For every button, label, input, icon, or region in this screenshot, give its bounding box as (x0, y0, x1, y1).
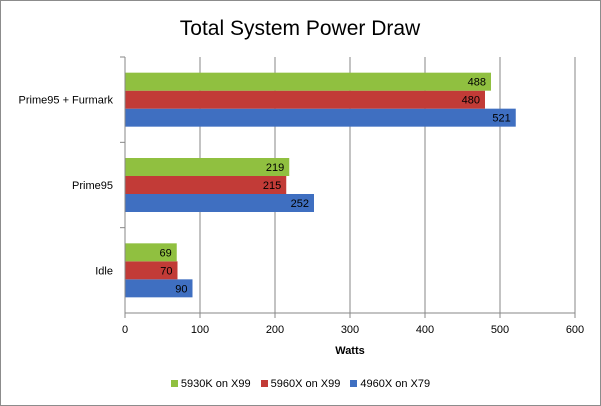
bar-value-label: 480 (462, 95, 480, 107)
x-tick-label: 600 (566, 324, 584, 336)
legend-label: 5960X on X99 (270, 378, 341, 391)
bar-value-label: 521 (492, 113, 510, 125)
bar-value-label: 90 (175, 283, 187, 295)
bar-value-label: 219 (266, 162, 284, 174)
bar-value-label: 69 (160, 247, 172, 259)
category-label: Idle (95, 265, 113, 277)
x-tick-label: 200 (266, 324, 284, 336)
legend-label: 5930K on X99 (180, 378, 251, 391)
legend-item: 4960X on X79 (350, 378, 430, 390)
bar-value-label: 70 (160, 265, 172, 277)
bar (125, 72, 491, 91)
x-tick-label: 400 (416, 324, 434, 336)
legend: 5930K on X99 5960X on X99 4960X on X79 (1, 378, 600, 390)
category-label: Prime95 (72, 180, 113, 192)
bar (125, 194, 314, 212)
bar-value-label: 488 (468, 77, 486, 89)
bar-value-label: 252 (291, 198, 309, 210)
bar (125, 261, 178, 280)
bar (125, 158, 290, 176)
category-label: Prime95 + Furmark (19, 95, 114, 107)
legend-item: 5930K on X99 (170, 378, 251, 391)
x-tick-label: 0 (122, 324, 128, 336)
bar (125, 108, 516, 127)
x-tick-label: 300 (341, 324, 359, 336)
x-tick-label: 100 (191, 324, 209, 336)
legend-swatch (260, 379, 268, 387)
bar (125, 243, 177, 262)
bars (125, 72, 516, 298)
x-axis-label: Watts (335, 345, 365, 357)
bar (125, 90, 485, 109)
bar-value-label: 215 (263, 180, 281, 192)
chart-title: Total System Power Draw (180, 17, 421, 40)
x-tick-label: 500 (491, 324, 509, 336)
legend-item: 5960X on X99 (260, 378, 341, 391)
legend-swatch (350, 379, 358, 387)
axes: 0 100 200 300 400 500 600 Idle Prime95 Prime95 + … (19, 56, 584, 336)
legend-swatch (170, 379, 178, 387)
legend-label: 4960X on X79 (360, 378, 431, 391)
bar (125, 279, 193, 298)
bar (125, 176, 287, 194)
